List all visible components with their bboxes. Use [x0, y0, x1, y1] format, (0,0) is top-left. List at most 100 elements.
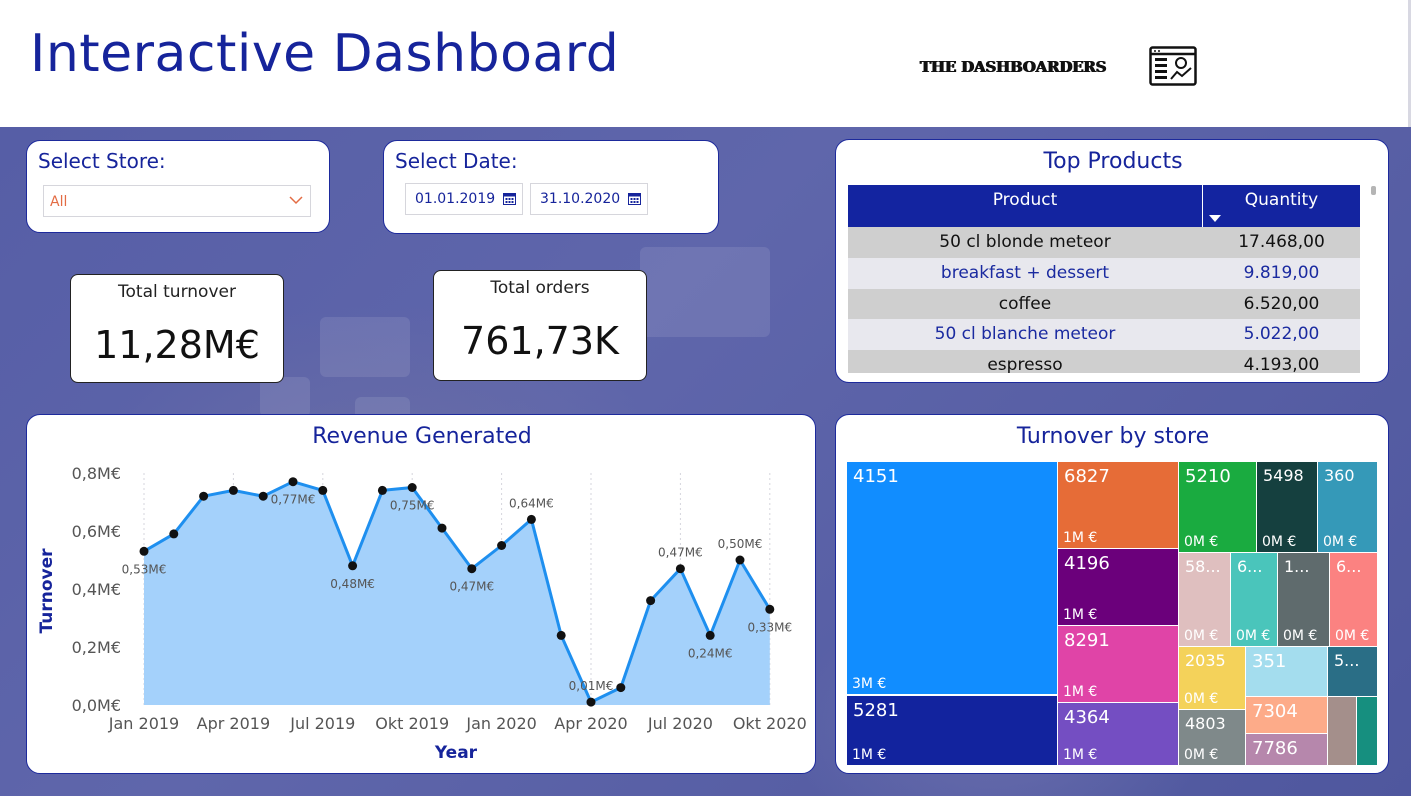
data-point[interactable]: [675, 564, 685, 574]
treemap-tile[interactable]: 5...: [1328, 647, 1378, 697]
treemap-tile[interactable]: 2035 0M €: [1179, 647, 1246, 710]
treemap-tile-value: 0M €: [1236, 628, 1271, 644]
table-scrollbar[interactable]: [1371, 186, 1376, 195]
treemap-tile-label: 351: [1252, 651, 1287, 672]
table-header: Product Quantity: [848, 185, 1360, 227]
data-label: 0,01M€: [569, 679, 614, 693]
start-date-input[interactable]: 01.01.2019: [405, 183, 523, 215]
treemap-tile[interactable]: 5210 0M €: [1179, 462, 1257, 553]
treemap-tile-value: 0M €: [1335, 628, 1370, 644]
treemap-tile[interactable]: 6... 0M €: [1231, 553, 1278, 647]
calendar-icon[interactable]: [628, 192, 641, 205]
treemap-tile-value: 0M €: [1184, 534, 1219, 550]
quantity-cell: 17.468,00: [1238, 232, 1325, 252]
treemap-tile-value: 0M €: [1184, 691, 1219, 707]
data-point[interactable]: [407, 483, 417, 492]
turnover-treemap: 4151 3M € 5281 1M € 6827 1M € 4196 1M € 8291 1M €…: [836, 415, 1390, 775]
top-products-table: Product Quantity 50 cl blonde meteor 17.…: [848, 185, 1360, 373]
data-point[interactable]: [288, 477, 298, 487]
revenue-chart-card: Revenue Generated 0,53M€ 0,77M€ 0,48M€ 0,75…: [26, 414, 816, 774]
treemap-title: Turnover by store: [1016, 424, 1210, 449]
treemap-tile[interactable]: [1328, 697, 1357, 766]
data-point[interactable]: [377, 485, 387, 495]
treemap-tile-value: 1M €: [1063, 530, 1098, 546]
treemap-tile[interactable]: 351: [1246, 647, 1328, 697]
treemap-tile[interactable]: [1357, 697, 1378, 766]
data-point[interactable]: [526, 514, 536, 524]
store-dropdown[interactable]: All: [43, 185, 311, 217]
treemap-tile[interactable]: 360 0M €: [1318, 462, 1378, 553]
treemap-tile-label: 58...: [1185, 557, 1221, 576]
revenue-line: [143, 480, 772, 704]
product-cell: 50 cl blonde meteor: [939, 232, 1111, 252]
data-point[interactable]: [705, 630, 715, 640]
data-label: 0,64M€: [509, 496, 554, 510]
table-row[interactable]: espresso 4.193,00: [848, 350, 1360, 373]
treemap-tile[interactable]: 8291 1M €: [1058, 626, 1179, 703]
data-point[interactable]: [646, 596, 656, 606]
data-point[interactable]: [199, 491, 209, 501]
data-point[interactable]: [735, 555, 745, 565]
data-point[interactable]: [258, 491, 268, 501]
data-point[interactable]: [139, 546, 149, 556]
treemap-tile[interactable]: 7786: [1246, 734, 1328, 766]
treemap-tile-label: 6...: [1237, 557, 1263, 576]
treemap-tile-label: 4364: [1064, 707, 1110, 728]
page-title: Interactive Dashboard: [30, 24, 620, 84]
treemap-tile[interactable]: 4364 1M €: [1058, 703, 1179, 766]
product-cell: coffee: [998, 294, 1052, 314]
y-axis-title: Turnover: [37, 548, 57, 634]
data-label: 0,47M€: [658, 546, 703, 560]
treemap-tile[interactable]: 4196 1M €: [1058, 549, 1179, 626]
treemap-tile[interactable]: 1... 0M €: [1278, 553, 1330, 647]
total-orders-card: Total orders 761,73K: [433, 270, 647, 381]
x-tick-label: Jul 2019: [289, 714, 355, 733]
product-cell: 50 cl blanche meteor: [934, 324, 1116, 344]
x-tick-label: Jan 2019: [108, 714, 179, 733]
data-point[interactable]: [437, 523, 447, 533]
revenue-area: [144, 481, 770, 705]
column-header-product[interactable]: Product: [992, 190, 1058, 210]
treemap-tile[interactable]: 7304: [1246, 697, 1328, 734]
treemap-tile-label: 5281: [853, 700, 899, 721]
treemap-tile[interactable]: 6827 1M €: [1058, 462, 1179, 549]
store-dropdown-value: All: [50, 194, 68, 210]
treemap-tile[interactable]: 4151 3M €: [847, 462, 1058, 695]
treemap-tile-label: 7786: [1252, 738, 1298, 759]
table-row[interactable]: breakfast + dessert 9.819,00: [848, 258, 1360, 289]
data-point[interactable]: [765, 604, 775, 614]
data-point[interactable]: [556, 630, 566, 640]
sort-descending-icon[interactable]: [1209, 215, 1221, 223]
calendar-icon[interactable]: [503, 192, 516, 205]
treemap-tile[interactable]: 5498 0M €: [1257, 462, 1318, 553]
turnover-by-store-card: Turnover by store 4151 3M € 5281 1M € 6827 1M…: [835, 414, 1389, 774]
data-point[interactable]: [467, 564, 477, 574]
x-tick-label: Okt 2019: [375, 714, 449, 733]
treemap-tile-label: 2035: [1185, 651, 1226, 670]
end-date-input[interactable]: 31.10.2020: [530, 183, 648, 215]
table-row[interactable]: coffee 6.520,00: [848, 289, 1360, 320]
table-row[interactable]: 50 cl blonde meteor 17.468,00: [848, 227, 1360, 258]
treemap-tile[interactable]: 6... 0M €: [1330, 553, 1378, 647]
total-turnover-card: Total turnover 11,28M€: [70, 274, 284, 383]
treemap-tile-label: 4151: [853, 466, 899, 487]
data-point[interactable]: [348, 561, 358, 571]
data-point[interactable]: [228, 485, 238, 495]
data-point[interactable]: [497, 541, 507, 550]
data-point[interactable]: [169, 529, 179, 539]
data-label: 0,47M€: [449, 580, 494, 594]
treemap-tile[interactable]: 58... 0M €: [1179, 553, 1231, 647]
treemap-tile[interactable]: 5281 1M €: [847, 696, 1058, 766]
treemap-tile-value: 1M €: [852, 747, 887, 763]
chevron-down-icon: [289, 196, 303, 205]
data-point[interactable]: [586, 697, 596, 707]
treemap-tile-label: 4196: [1064, 553, 1110, 574]
data-point[interactable]: [616, 683, 626, 693]
treemap-tile-label: 4803: [1185, 714, 1226, 733]
column-header-quantity[interactable]: Quantity: [1244, 190, 1319, 210]
data-point[interactable]: [318, 485, 328, 495]
treemap-tile[interactable]: 4803 0M €: [1179, 710, 1246, 766]
table-row[interactable]: 50 cl blanche meteor 5.022,00: [848, 319, 1360, 350]
treemap-tile-value: 0M €: [1184, 628, 1219, 644]
treemap-tile-label: 6...: [1336, 557, 1362, 576]
